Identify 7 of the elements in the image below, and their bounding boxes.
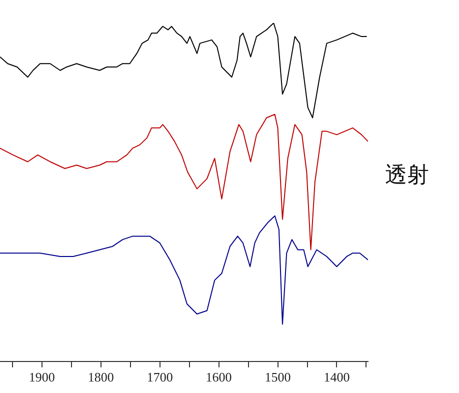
x-tick-label: 1800 [88, 370, 114, 385]
x-tick-label: 1900 [28, 370, 55, 385]
x-tick-label: 1500 [264, 370, 291, 385]
y-axis-title: 透射 [385, 162, 429, 190]
x-tick-label: 1700 [146, 370, 173, 385]
x-tick-label: 1400 [324, 370, 350, 385]
x-tick-label: 1600 [206, 370, 232, 385]
